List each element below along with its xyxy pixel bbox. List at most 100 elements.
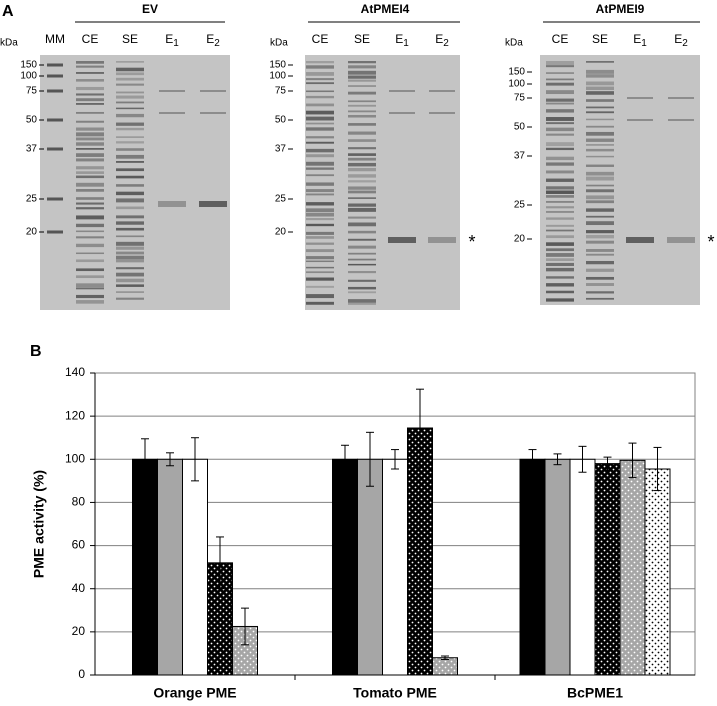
gel-band	[116, 235, 144, 238]
marker-label: 50	[514, 122, 526, 133]
gel-band	[586, 230, 614, 234]
marker-label: 37	[514, 151, 526, 162]
gel-band	[546, 72, 574, 74]
gel-band	[668, 97, 694, 99]
gel-band	[76, 61, 104, 64]
gel-band	[47, 197, 63, 201]
gel-band	[306, 193, 334, 196]
gel-band	[546, 217, 574, 220]
gel-band	[306, 271, 334, 274]
gel-band	[348, 271, 376, 274]
gel-band	[546, 253, 574, 257]
gel-band	[76, 132, 104, 137]
gel-band	[306, 61, 334, 64]
gel-band	[348, 216, 376, 219]
gel-band	[116, 284, 144, 287]
gel-band	[546, 267, 574, 272]
gel-band	[116, 136, 144, 138]
gel-band	[116, 175, 144, 179]
gel-band	[76, 137, 104, 141]
gel-band	[668, 119, 694, 121]
gel-band	[116, 95, 144, 99]
gel-band	[546, 283, 574, 287]
gel-band	[586, 125, 614, 128]
gel-band	[116, 246, 144, 250]
error-bar	[216, 536, 224, 590]
gel-band	[586, 276, 614, 280]
lane-label: SE	[592, 32, 608, 46]
gel-band	[586, 106, 614, 109]
gel-band	[348, 85, 376, 87]
marker-label: 100	[269, 71, 286, 82]
gel-band	[586, 171, 614, 176]
gel-band	[306, 260, 334, 263]
gel-band	[348, 197, 376, 199]
gel-band	[76, 171, 104, 174]
gel-band	[306, 212, 334, 217]
gel-band	[348, 291, 376, 294]
gel-band	[546, 147, 574, 151]
gel-band	[586, 253, 614, 256]
gel-band	[116, 72, 144, 76]
gel-band	[627, 119, 653, 121]
gel-band	[586, 215, 614, 218]
marker-label: 75	[275, 86, 287, 97]
gel-band	[116, 267, 144, 270]
gel-band	[116, 191, 144, 196]
gel-band	[586, 249, 614, 252]
gel-band	[306, 167, 334, 170]
gel-band	[348, 139, 376, 142]
lane-label: SE	[122, 32, 138, 46]
gel-band	[348, 303, 376, 305]
gel-band	[116, 291, 144, 293]
gel-band	[348, 299, 376, 303]
gel-band	[76, 223, 104, 228]
gel-band	[546, 78, 574, 81]
gel-band	[76, 202, 104, 205]
bar	[182, 458, 208, 676]
gel-band	[546, 127, 574, 132]
gel-band	[76, 197, 104, 200]
gel-band	[546, 195, 574, 198]
gel-band	[306, 148, 334, 153]
gel-band	[76, 243, 104, 248]
gel-band	[76, 103, 104, 105]
gel-band	[546, 248, 574, 252]
gel-band	[116, 77, 144, 81]
gel-band	[76, 207, 104, 210]
marker-label: 25	[514, 200, 526, 211]
gel-band	[47, 230, 63, 234]
gel-band	[76, 158, 104, 162]
gel-band	[116, 127, 144, 131]
gel-band	[76, 300, 104, 304]
gel-band	[586, 234, 614, 239]
gel-band	[116, 221, 144, 225]
gel-band	[546, 190, 574, 194]
gel-band	[586, 61, 614, 63]
x-tick-label: Tomato PME	[353, 685, 437, 701]
gel-band	[586, 86, 614, 91]
lane-label: E1	[395, 32, 409, 48]
gel-band	[546, 229, 574, 232]
gel-band	[76, 268, 104, 272]
marker-label: 150	[508, 67, 525, 78]
asterisk: *	[707, 232, 714, 252]
gel-band	[546, 98, 574, 102]
bar	[544, 458, 571, 676]
gel-band	[306, 231, 334, 235]
gel-band	[116, 278, 144, 283]
gel-band	[306, 182, 334, 186]
gel-band	[348, 157, 376, 161]
bar	[432, 657, 458, 676]
marker-label: 25	[26, 194, 38, 205]
gel-band	[546, 170, 574, 174]
gel-band	[348, 147, 376, 150]
marker-label: 75	[26, 86, 38, 97]
gel-band	[348, 167, 376, 172]
gel-band	[586, 297, 614, 300]
gel-band	[546, 298, 574, 302]
gel-band	[306, 127, 334, 131]
gel-band	[546, 235, 574, 239]
gel-band	[306, 154, 334, 158]
gel-band	[546, 186, 574, 190]
